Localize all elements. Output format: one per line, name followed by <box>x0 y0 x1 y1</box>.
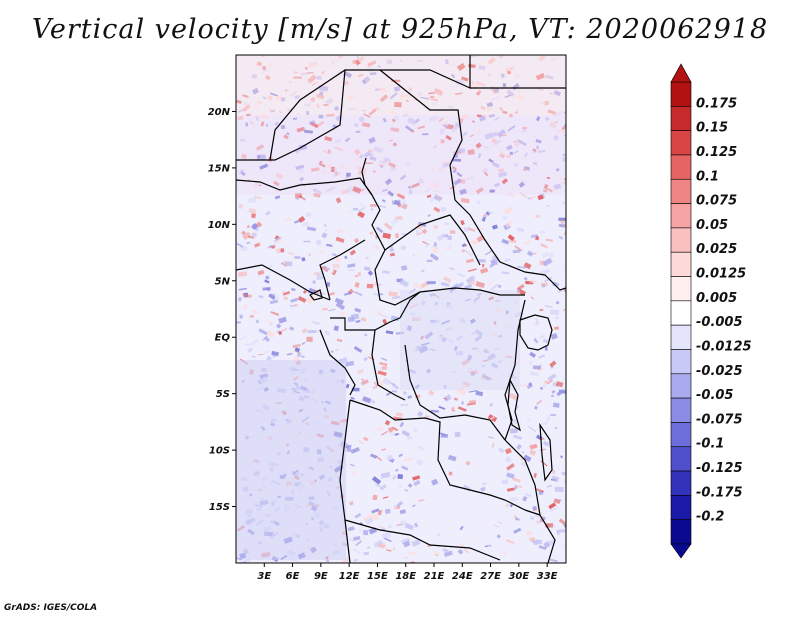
colorbar-label: 0.025 <box>696 242 737 257</box>
map-title: Vertical velocity [m/s] at 925hPa, VT: 2… <box>31 14 769 45</box>
colorbar-segment <box>670 446 692 472</box>
colorbar-label: -0.005 <box>696 315 743 330</box>
colorbar-segment <box>670 519 692 545</box>
colorbar-top-arrow <box>670 63 692 83</box>
colorbar-segment <box>670 130 692 156</box>
colorbar-labels: 0.175 0.15 0.125 0.1 0.075 0.05 0.025 0.0125 0.0… <box>696 96 752 524</box>
colorbar-label: 0.0125 <box>696 267 746 282</box>
lat-label: 10N <box>208 220 231 231</box>
colorbar-label: 0.05 <box>696 218 728 233</box>
lon-label: 3E <box>257 571 271 582</box>
colorbar-bottom-arrow <box>670 543 692 559</box>
colorbar-segment <box>670 349 692 375</box>
colorbar-segment <box>670 227 692 253</box>
colorbar-segment <box>670 203 692 229</box>
lon-label: 33E <box>537 571 558 582</box>
colorbar-label: 0.125 <box>696 145 737 160</box>
colorbar-label: -0.0125 <box>696 339 752 354</box>
latitude-labels: 20N 15N 10N 5N EQ 5S 10S 15S <box>208 107 236 513</box>
colorbar-label: 0.1 <box>696 169 719 184</box>
vertical-velocity-field <box>236 55 566 563</box>
colorbar-segment <box>670 276 692 302</box>
colorbar-segment <box>670 81 692 107</box>
lat-label: 10S <box>209 446 230 457</box>
colorbar-label: -0.175 <box>696 485 743 500</box>
colorbar-segment <box>670 251 692 277</box>
lon-label: 9E <box>314 571 328 582</box>
lat-label: 20N <box>208 107 231 118</box>
lon-label: 21E <box>424 571 445 582</box>
colorbar-label: -0.125 <box>696 461 743 476</box>
grads-credit: GrADS: IGES/COLA <box>4 603 98 613</box>
colorbar-segment <box>670 324 692 350</box>
colorbar-label: -0.2 <box>696 510 724 525</box>
colorbar-segment <box>670 422 692 448</box>
lon-label: 30E <box>508 571 529 582</box>
colorbar-segment <box>670 373 692 399</box>
colorbar-segment <box>670 178 692 204</box>
colorbar-segment <box>670 397 692 423</box>
lon-label: 6E <box>286 571 300 582</box>
lat-label: 15N <box>208 163 231 174</box>
colorbar-label: -0.025 <box>696 364 743 379</box>
lon-label: 12E <box>339 571 360 582</box>
colorbar-segment <box>670 106 692 131</box>
colorbar-label: 0.15 <box>696 121 728 136</box>
colorbar <box>670 63 692 559</box>
lon-label: 15E <box>367 571 388 582</box>
colorbar-label: 0.005 <box>696 291 737 306</box>
colorbar-label: -0.05 <box>696 388 733 403</box>
colorbar-label: 0.075 <box>696 194 737 209</box>
longitude-labels: 3E 6E 9E 12E 15E 18E 21E 24E 27E 30E 33E <box>257 563 558 582</box>
country-borders <box>236 55 566 563</box>
colorbar-segment <box>670 470 692 496</box>
colorbar-segment <box>670 300 692 326</box>
lat-label: 5N <box>215 276 231 287</box>
lon-label: 27E <box>480 571 501 582</box>
lon-label: 24E <box>452 571 473 582</box>
colorbar-label: -0.075 <box>696 412 743 427</box>
colorbar-label: -0.1 <box>696 437 724 452</box>
colorbar-segment <box>670 154 692 180</box>
colorbar-label: 0.175 <box>696 96 737 111</box>
great-lakes <box>309 289 553 482</box>
lon-label: 18E <box>395 571 416 582</box>
colorbar-segment <box>670 495 692 520</box>
lat-label: 15S <box>209 502 230 513</box>
lat-label: EQ <box>215 333 231 344</box>
map-frame <box>235 54 567 564</box>
lat-label: 5S <box>216 389 230 400</box>
